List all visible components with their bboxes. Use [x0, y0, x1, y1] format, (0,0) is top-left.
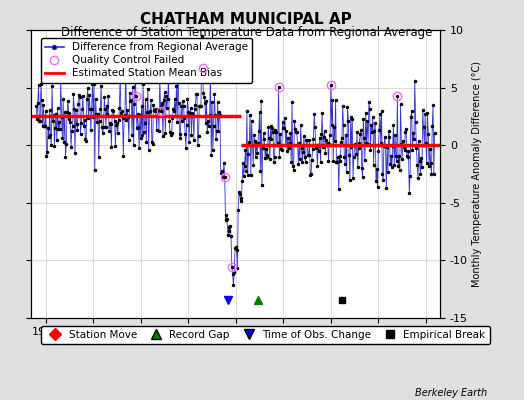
- Text: Difference of Station Temperature Data from Regional Average: Difference of Station Temperature Data f…: [61, 26, 432, 39]
- Y-axis label: Monthly Temperature Anomaly Difference (°C): Monthly Temperature Anomaly Difference (…: [472, 61, 482, 287]
- Text: CHATHAM MUNICIPAL AP: CHATHAM MUNICIPAL AP: [140, 12, 352, 27]
- Text: Berkeley Earth: Berkeley Earth: [415, 388, 487, 398]
- Legend: Station Move, Record Gap, Time of Obs. Change, Empirical Break: Station Move, Record Gap, Time of Obs. C…: [41, 326, 489, 344]
- Legend: Difference from Regional Average, Quality Control Failed, Estimated Station Mean: Difference from Regional Average, Qualit…: [41, 38, 252, 83]
